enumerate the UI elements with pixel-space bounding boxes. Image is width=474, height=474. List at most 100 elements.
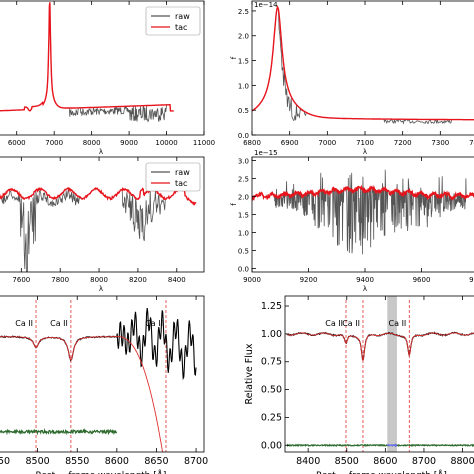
plot-area [252,169,474,255]
residual-masked-line [387,443,398,448]
x-tick-label: 7400 [469,139,474,147]
x-axis-label: λ [99,285,103,293]
x-tick-label: 8400 [296,456,320,467]
residual-series-line [286,443,474,448]
x-axis-label: λ [363,148,367,156]
chart-panel-p2: 6800 6900 7000 7100 7200 7300 7400 0.0 0.5 1.0 1.5… [230,0,474,156]
x-tick-label: 7100 [356,139,374,147]
legend-label: tac [175,23,187,32]
x-tick-label: 9600 [413,276,431,284]
x-tick-label: 9000 [120,139,138,147]
x-tick-label: 7800 [51,276,69,284]
x-tick-label: 8650 [144,456,168,467]
x-axis-label: λ [99,148,103,156]
x-tick-label: 8550 [65,456,89,467]
chart-panel-p4: 9000 9200 9400 9600 9800 0.0 0.5 1.0 1.5 2.0 2.5 3.… [230,149,474,293]
x-tick-label: 7200 [394,139,412,147]
x-tick-label: 6000 [8,139,26,147]
plot-area [0,186,197,272]
plot-frame [284,295,474,453]
x-tick-label: 7000 [318,139,336,147]
x-tick-label: 7600 [12,276,30,284]
plot-area: Ca II Ca II Ca II [0,300,197,452]
series-tac-line [252,184,474,202]
ca-ii-label: Ca II [145,319,163,328]
legend-box [145,162,201,192]
legend-label: raw [175,168,190,177]
residual-series-line [0,427,118,436]
x-tick-label: 8400 [168,276,186,284]
plot-area [252,5,474,125]
x-tick-label: 8500 [26,456,50,467]
x-tick-label: 6800 [243,139,261,147]
x-tick-label: 11000 [193,139,215,147]
x-tick-label: 8600 [105,456,129,467]
y-tick-label: 0.5 [238,247,249,255]
x-tick-label: 8000 [90,276,108,284]
plot-area: Ca II Ca II Ca II [286,296,474,452]
ca-ii-label: Ca II [325,319,343,328]
x-axis-label: Rest − frame wavelength [Å] [36,469,167,474]
x-tick-label: 8450 [0,456,10,467]
ca-ii-label: Ca II [342,319,360,328]
model-line [286,332,474,362]
y-tick-label: 0.5 [238,107,249,115]
y-tick-label: 0.25 [261,412,282,423]
ca-ii-label: Ca II [389,319,407,328]
y-axis-label: f [230,56,238,59]
x-tick-label: 7300 [431,139,449,147]
x-axis-label: Rest − frame wavelength [Å] [316,469,447,474]
axis-exponent-label: 1e−15 [254,149,278,157]
x-tick-label: 8800 [450,456,474,467]
legend-label: raw [175,12,190,21]
spectrum-line [286,331,474,361]
x-tick-label: 8700 [412,456,436,467]
x-tick-label: 10000 [155,139,177,147]
y-tick-label: 0.50 [261,385,282,396]
y-tick-label: 1.00 [261,329,282,340]
y-tick-label: 0.75 [261,357,282,368]
x-tick-label: 8700 [184,456,208,467]
x-tick-label: 6900 [281,139,299,147]
y-tick-label: 3.0 [238,158,249,166]
y-tick-label: 1.5 [238,212,249,220]
y-tick-label: 2.5 [238,176,249,184]
plot-frame [251,0,474,136]
x-tick-label: 9200 [300,276,318,284]
chart-panel-p3: 7600 7800 8000 8200 8400 λ raw tac [0,156,205,293]
chart-panel-p5: Ca II Ca II Ca II 8450 8500 8550 8600 8650 8700 R… [0,295,208,474]
x-tick-label: 8600 [373,456,397,467]
y-tick-label: 1.0 [238,82,249,90]
y-tick-label: 1.0 [238,229,249,237]
y-axis-label: Relative Flux [244,343,255,404]
shaded-band [387,296,397,452]
axis-exponent-label: 1e−14 [254,1,278,9]
y-tick-label: 1.5 [238,58,249,66]
series-tac-line [0,2,174,112]
ca-ii-label: Ca II [15,319,33,328]
x-tick-label: 8500 [335,456,359,467]
y-tick-label: 0.00 [261,440,282,451]
plot-frame [0,295,205,453]
y-tick-label: 1.25 [261,301,282,312]
y-tick-label: 2.5 [238,8,249,16]
y-tick-label: 0.0 [238,132,249,140]
x-tick-label: 9800 [469,276,474,284]
legend-label: tac [175,179,187,188]
legend-box [145,6,201,36]
y-axis-label: f [230,203,238,206]
x-tick-label: 7000 [45,139,63,147]
x-tick-label: 8200 [129,276,147,284]
y-tick-label: 0.0 [238,265,249,273]
ca-ii-label: Ca II [50,319,68,328]
plot-area [0,2,174,123]
series-raw-line [252,5,474,125]
series-tac-line [0,186,197,206]
series-raw-line [252,169,474,255]
plot-frame [0,156,205,273]
y-tick-label: 2.0 [238,33,249,41]
x-tick-label: 9400 [356,276,374,284]
series-tac-line [252,5,474,121]
y-tick-label: 2.0 [238,194,249,202]
